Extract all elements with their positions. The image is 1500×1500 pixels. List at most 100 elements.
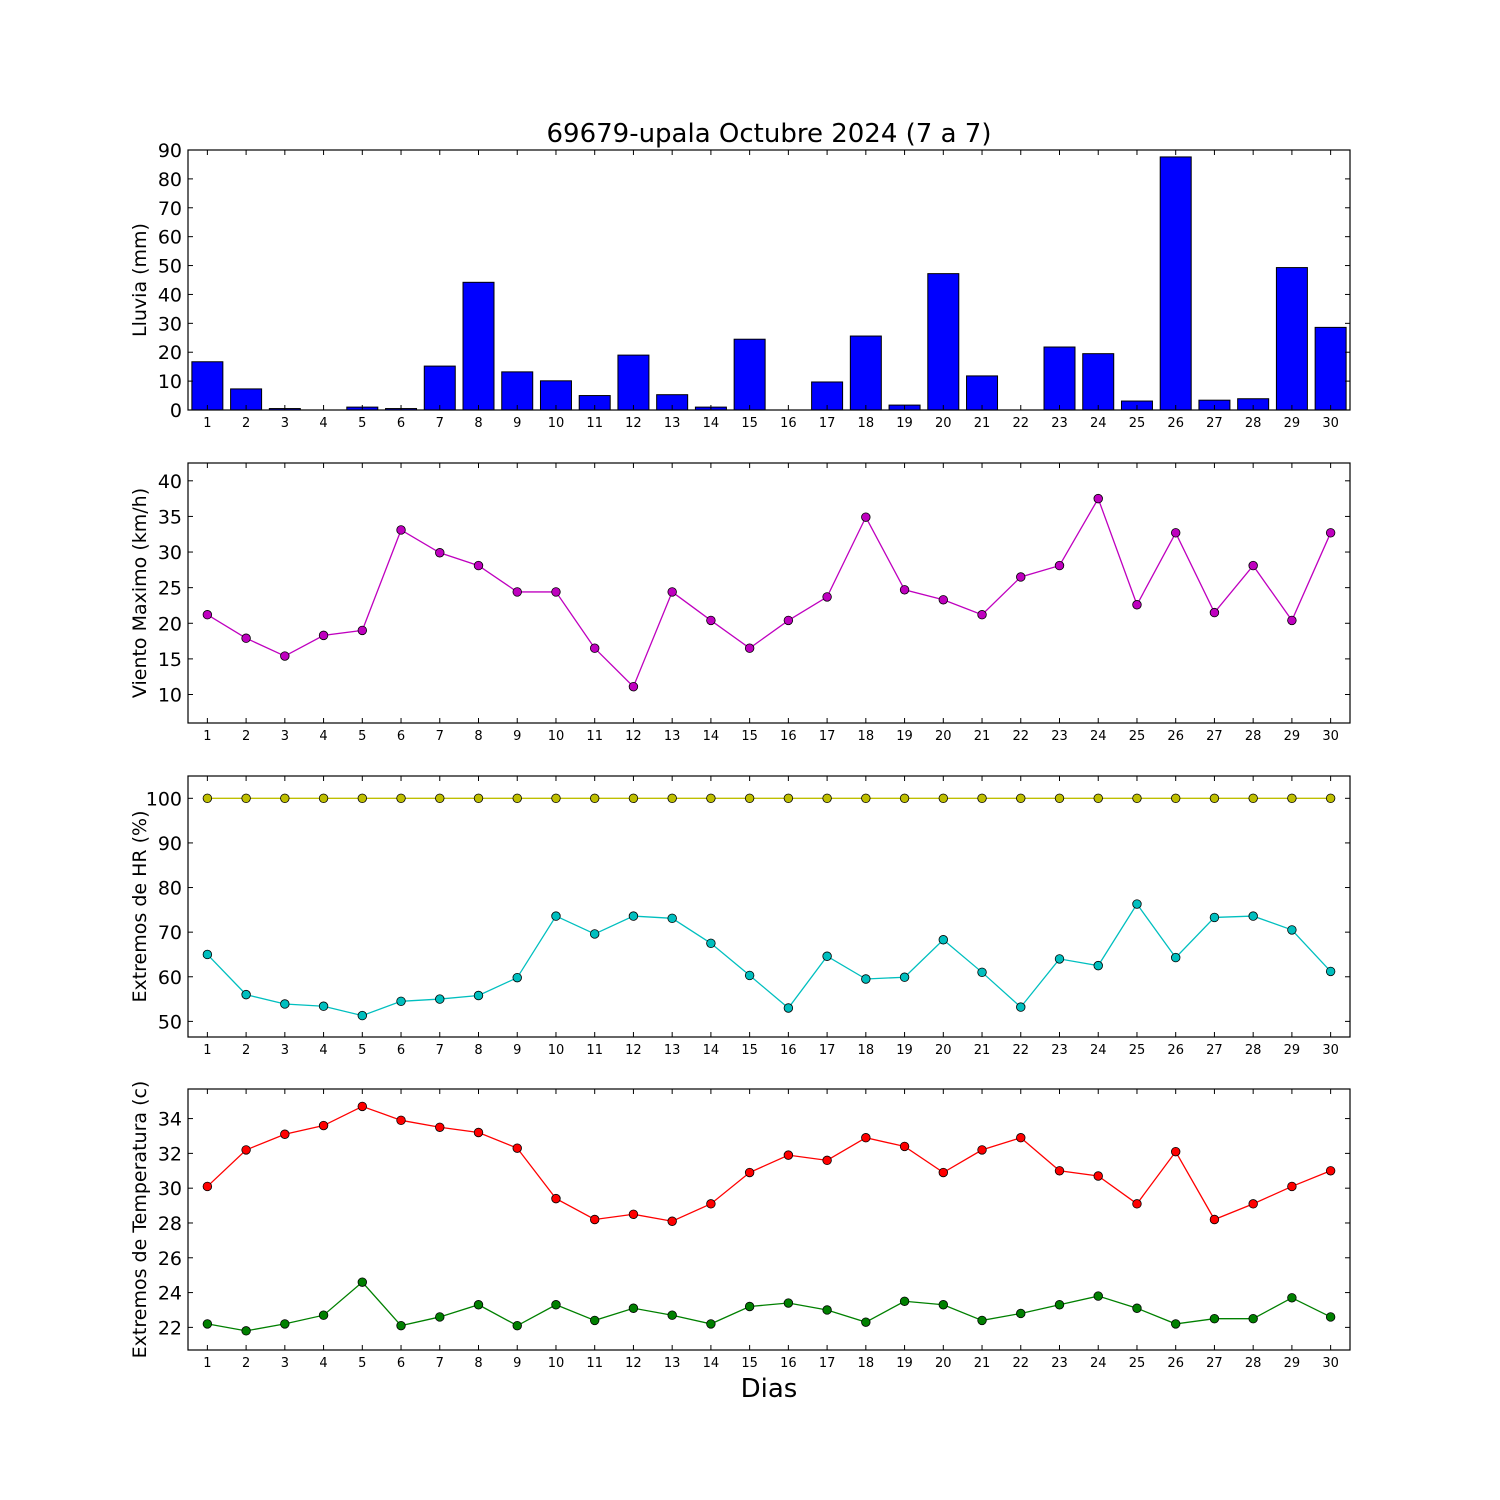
series-1-point-day-25 <box>1132 793 1142 804</box>
y-tick-label: 40 <box>158 284 182 306</box>
x-tick-label: 19 <box>896 1043 913 1058</box>
x-tick-label: 23 <box>1051 1356 1068 1371</box>
bar-day-9 <box>501 371 534 411</box>
series-1-point-day-12 <box>628 681 639 692</box>
x-tick-label: 20 <box>935 1043 952 1058</box>
x-tick-label: 13 <box>664 416 681 431</box>
series-1-point-day-8 <box>473 1127 484 1138</box>
series-1-point-day-27 <box>1209 607 1220 618</box>
x-tick-label: 18 <box>858 729 875 744</box>
x-tick-label: 24 <box>1090 729 1107 744</box>
series-1-point-day-11 <box>590 643 600 653</box>
bar-day-8 <box>462 281 495 411</box>
x-tick-label: 25 <box>1129 1356 1146 1371</box>
series-2-point-day-18 <box>861 974 871 984</box>
series-2-point-day-23 <box>1054 954 1065 964</box>
y-tick-label: 50 <box>158 1011 182 1033</box>
axes-frame <box>187 775 1351 1038</box>
series-2-point-day-16 <box>783 1003 794 1013</box>
series-1-point-day-30 <box>1325 528 1336 538</box>
bar-day-7 <box>423 365 456 411</box>
series-2-point-day-1 <box>202 1319 213 1329</box>
series-1-point-day-13 <box>667 793 677 804</box>
bar-day-12 <box>617 354 650 411</box>
series-2-point-day-28 <box>1248 911 1258 921</box>
x-tick-label: 27 <box>1206 1356 1223 1371</box>
series-1-point-day-15 <box>744 643 755 653</box>
x-tick-label: 2 <box>242 729 250 744</box>
x-tick-label: 6 <box>397 1043 405 1058</box>
series-2-point-day-13 <box>667 913 677 924</box>
x-tick-label: 3 <box>281 1043 289 1058</box>
x-tick-label: 22 <box>1012 416 1029 431</box>
series-2-point-day-24 <box>1093 1291 1103 1301</box>
series-2-point-day-5 <box>357 1010 368 1021</box>
series-line-1 <box>207 497 1332 688</box>
series-2-point-day-26 <box>1170 1319 1181 1329</box>
series-2-point-day-27 <box>1209 912 1220 923</box>
series-2-point-day-30 <box>1325 966 1336 977</box>
series-1-point-day-7 <box>435 548 445 558</box>
series-1-point-day-19 <box>899 793 910 804</box>
bar-day-21 <box>966 375 999 411</box>
x-tick-label: 12 <box>625 416 642 431</box>
series-1-point-day-9 <box>512 793 522 804</box>
x-tick-label: 14 <box>703 1356 720 1371</box>
x-tick-label: 1 <box>203 1043 211 1058</box>
x-tick-label: 14 <box>703 1043 720 1058</box>
x-tick-label: 11 <box>586 416 603 431</box>
series-2-point-day-12 <box>628 911 639 921</box>
x-tick-label: 29 <box>1284 729 1301 744</box>
series-2-point-day-27 <box>1209 1313 1220 1324</box>
x-tick-label: 13 <box>664 1043 681 1058</box>
y-axis-label: Viento Maximo (km/h) <box>129 488 151 698</box>
series-1-point-day-24 <box>1093 793 1103 804</box>
series-1-point-day-12 <box>628 1209 639 1219</box>
y-axis-label: Extremos de Temperatura (c) <box>129 1081 151 1359</box>
series-2-point-day-2 <box>241 1326 251 1336</box>
x-tick-label: 24 <box>1090 1043 1107 1058</box>
series-1-point-day-7 <box>435 1122 445 1132</box>
x-tick-label: 16 <box>780 1043 797 1058</box>
bar-day-30 <box>1314 326 1347 411</box>
x-tick-label: 10 <box>548 729 565 744</box>
x-tick-label: 29 <box>1284 1043 1301 1058</box>
series-1-point-day-28 <box>1248 560 1258 571</box>
x-tick-label: 19 <box>896 729 913 744</box>
series-1-point-day-22 <box>1016 1133 1026 1143</box>
series-1-point-day-28 <box>1248 793 1258 804</box>
x-tick-label: 26 <box>1167 729 1184 744</box>
series-2-point-day-22 <box>1016 1002 1026 1012</box>
x-tick-label: 28 <box>1245 1043 1262 1058</box>
series-2-point-day-19 <box>899 972 910 982</box>
series-2-point-day-15 <box>744 970 755 981</box>
x-tick-label: 25 <box>1129 416 1146 431</box>
x-tick-label: 15 <box>741 729 758 744</box>
x-tick-label: 8 <box>474 1043 482 1058</box>
x-tick-label: 23 <box>1051 416 1068 431</box>
y-axis-label: Lluvia (mm) <box>129 223 151 337</box>
y-tick-label: 30 <box>158 542 182 564</box>
x-tick-label: 4 <box>319 416 327 431</box>
series-1-point-day-11 <box>590 793 600 804</box>
series-2-point-day-10 <box>551 1300 561 1310</box>
y-tick-label: 90 <box>158 140 182 162</box>
x-tick-label: 9 <box>513 1043 521 1058</box>
y-tick-label: 25 <box>158 578 182 600</box>
series-1-point-day-17 <box>822 1155 832 1166</box>
series-1-point-day-28 <box>1248 1199 1258 1209</box>
x-tick-label: 25 <box>1129 729 1146 744</box>
y-tick-label: 28 <box>158 1213 182 1235</box>
x-tick-label: 1 <box>203 729 211 744</box>
series-2-point-day-21 <box>977 967 987 978</box>
x-tick-label: 8 <box>474 416 482 431</box>
series-1-point-day-27 <box>1209 793 1220 804</box>
x-tick-label: 30 <box>1322 1356 1339 1371</box>
x-tick-label: 26 <box>1167 416 1184 431</box>
axes-frame <box>187 1088 1351 1351</box>
x-tick-label: 20 <box>935 416 952 431</box>
x-tick-label: 2 <box>242 416 250 431</box>
